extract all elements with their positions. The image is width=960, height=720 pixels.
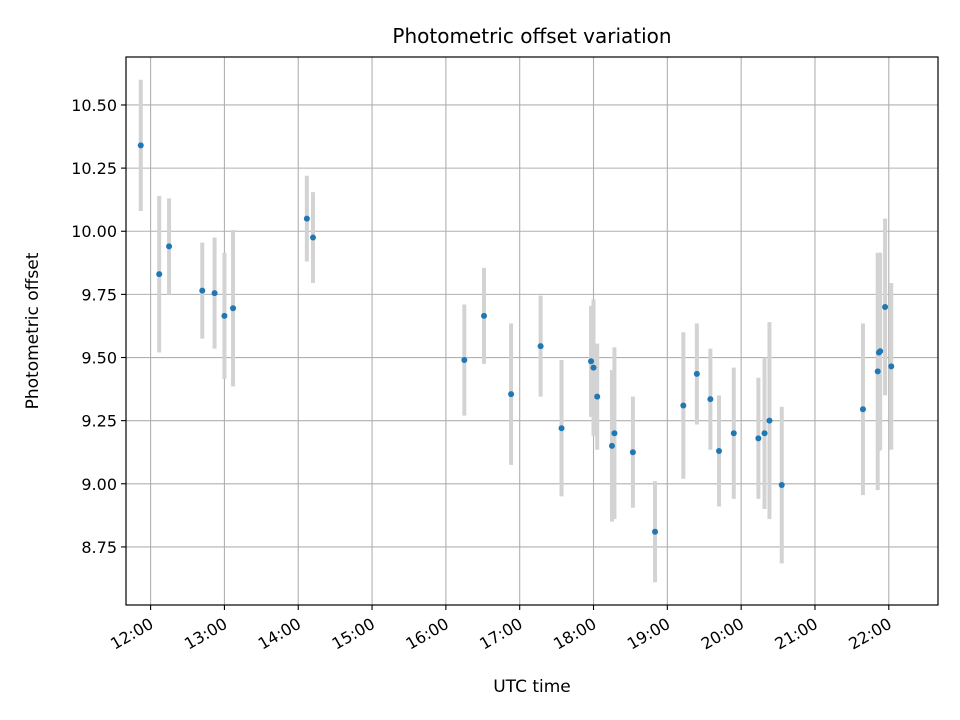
x-axis-label: UTC time [493, 677, 571, 697]
data-point [778, 482, 785, 489]
data-point [461, 357, 468, 364]
data-point [730, 430, 737, 437]
data-point [693, 370, 700, 377]
data-point [859, 406, 866, 413]
data-point [594, 393, 601, 400]
data-point [199, 287, 206, 294]
data-point [882, 304, 889, 311]
grid [126, 57, 938, 605]
chart-title: Photometric offset variation [392, 24, 671, 48]
data-point [221, 312, 228, 319]
data-point [481, 312, 488, 319]
data-point [707, 396, 714, 403]
data-points [137, 142, 895, 535]
data-point [508, 391, 515, 398]
data-point [588, 358, 595, 365]
data-point [310, 234, 317, 241]
data-point [137, 142, 144, 149]
data-point [166, 243, 173, 250]
y-tick-label: 8.75 [81, 538, 117, 557]
data-point [766, 417, 773, 424]
data-point [877, 348, 884, 355]
data-point [608, 442, 615, 449]
y-tick-label: 10.00 [71, 222, 117, 241]
data-point [590, 364, 597, 371]
y-tick-label: 10.25 [71, 159, 117, 178]
data-point [652, 528, 659, 535]
data-point [156, 271, 163, 278]
data-point [761, 430, 768, 437]
y-tick-label: 9.25 [81, 412, 117, 431]
data-point [888, 363, 895, 370]
y-axis-ticks: 8.75 9.00 9.25 9.50 9.75 10.00 10.25 10.50 [71, 96, 126, 557]
data-point [537, 343, 544, 350]
y-axis-label: Photometric offset [23, 252, 43, 409]
data-point [211, 290, 218, 297]
y-tick-label: 10.50 [71, 96, 117, 115]
y-tick-label: 9.75 [81, 285, 117, 304]
data-point [680, 402, 687, 409]
plot-frame [125, 56, 939, 606]
data-point [874, 368, 881, 375]
data-point [230, 305, 237, 312]
data-point [303, 215, 310, 222]
data-point [629, 449, 636, 456]
data-point [716, 447, 723, 454]
data-point [755, 435, 762, 442]
y-tick-label: 9.00 [81, 475, 117, 494]
data-point [611, 430, 618, 437]
data-point [558, 425, 565, 432]
y-tick-label: 9.50 [81, 349, 117, 368]
